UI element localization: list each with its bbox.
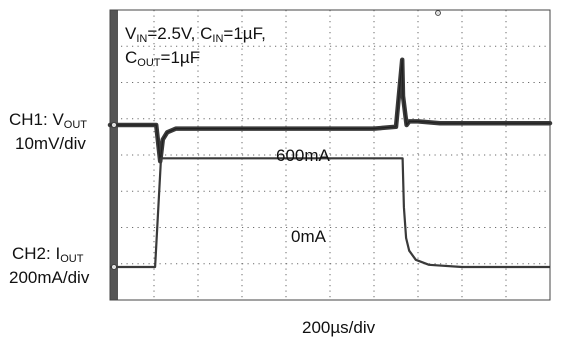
annotation-0ma: 0mA	[291, 227, 326, 246]
ch1-vout-trace-core	[110, 59, 550, 162]
conditions-line-2: COUT=1µF	[125, 48, 201, 69]
ch2-reference-marker	[111, 264, 117, 270]
trigger-marker	[435, 10, 441, 16]
ch2-channel-label: CH2: IOUT	[12, 244, 84, 265]
ch1-channel-label: CH1: VOUT	[9, 110, 88, 131]
plot-frame	[109, 9, 551, 301]
left-strip	[110, 10, 118, 300]
conditions-line-1: VIN=2.5V, CIN=1µF,	[125, 24, 266, 45]
ch1-scale-label: 10mV/div	[15, 134, 86, 153]
ch2-scale-label: 200mA/div	[9, 268, 90, 287]
x-axis-label: 200µs/div	[302, 318, 376, 337]
traces	[107, 57, 553, 269]
ch1-reference-marker	[111, 122, 117, 128]
channel-markers	[111, 10, 441, 270]
ch2-iout-trace	[110, 157, 550, 269]
grid	[110, 10, 550, 300]
annotation-600ma: 600mA	[276, 146, 330, 165]
